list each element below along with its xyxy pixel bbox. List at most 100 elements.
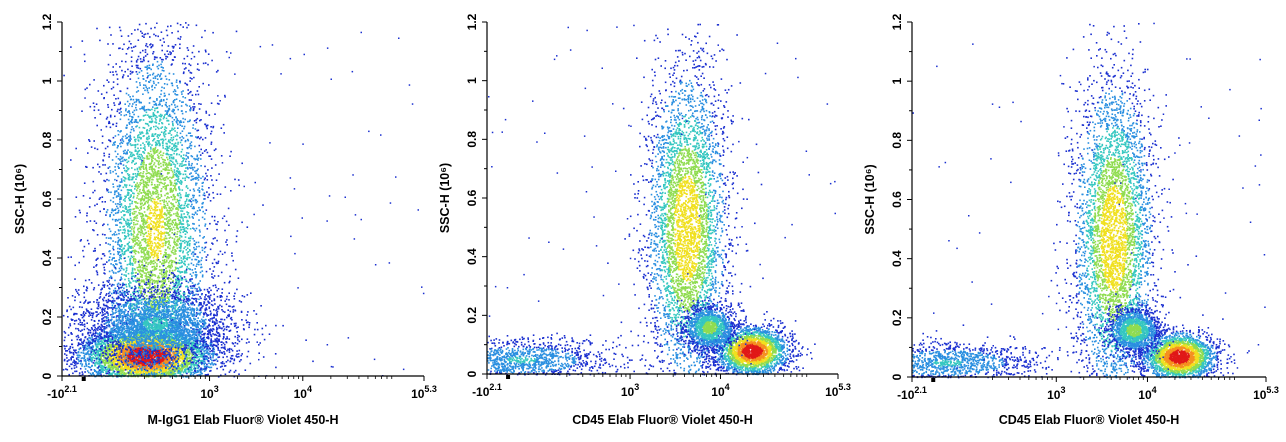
event-dot	[175, 298, 178, 301]
event-dot	[77, 342, 80, 344]
event-dot	[118, 354, 120, 356]
event-dot	[163, 213, 166, 216]
event-dot	[137, 207, 139, 210]
event-dot	[81, 365, 83, 367]
event-dot	[190, 369, 193, 371]
event-dot	[117, 355, 119, 357]
event-dot	[151, 362, 154, 365]
event-dot	[87, 371, 90, 374]
event-dot	[174, 340, 177, 343]
event-dot	[119, 341, 122, 343]
event-dot	[155, 323, 158, 326]
event-dot	[74, 351, 77, 354]
event-dot	[209, 342, 212, 344]
event-dot	[118, 372, 121, 374]
event-dot	[142, 369, 145, 372]
event-dot	[108, 345, 111, 347]
event-dot	[139, 349, 142, 352]
event-dot	[164, 353, 166, 356]
event-dot	[200, 359, 203, 362]
event-dot	[151, 356, 153, 359]
event-dot	[199, 348, 201, 351]
event-dot	[180, 346, 183, 348]
event-dot	[85, 349, 87, 351]
event-dot	[73, 364, 75, 367]
event-dot	[103, 339, 105, 341]
event-dot	[221, 352, 224, 354]
event-dot	[109, 339, 112, 342]
event-dot	[97, 362, 99, 365]
event-dot	[180, 365, 183, 368]
event-dot	[107, 81, 110, 83]
event-dot	[196, 365, 198, 367]
event-dot	[136, 367, 139, 370]
event-dot	[108, 358, 110, 360]
event-dot	[148, 347, 151, 350]
event-dot	[228, 305, 230, 307]
event-dot	[231, 354, 234, 357]
event-dot	[64, 353, 66, 355]
event-dot	[86, 370, 89, 372]
event-dot	[198, 358, 201, 360]
event-dot	[201, 348, 203, 351]
event-dot	[90, 347, 92, 350]
event-dot	[169, 359, 171, 361]
event-dot	[177, 295, 179, 297]
event-dot	[89, 341, 91, 343]
event-dot	[131, 368, 133, 371]
event-dot	[145, 366, 147, 368]
event-dot	[139, 364, 142, 366]
event-dot	[106, 351, 109, 354]
event-dot	[160, 173, 162, 176]
event-dot	[168, 350, 170, 353]
event-dot	[171, 310, 173, 312]
event-dot	[169, 350, 172, 352]
event-dot	[116, 367, 119, 369]
event-dot	[129, 368, 131, 370]
event-dot	[140, 370, 142, 373]
event-dot	[118, 357, 120, 359]
event-dot	[91, 336, 93, 338]
event-dot	[88, 342, 91, 344]
event-dot	[147, 375, 150, 378]
event-dot	[100, 374, 102, 376]
event-dot	[160, 338, 163, 340]
event-dot	[104, 363, 107, 366]
event-dot	[179, 358, 181, 360]
event-dot	[179, 354, 181, 357]
event-dot	[63, 345, 65, 347]
event-dot	[162, 37, 165, 40]
event-dot	[198, 369, 201, 371]
event-dot	[108, 337, 111, 340]
event-dot	[96, 363, 98, 365]
event-dot	[190, 72, 193, 74]
event-dot	[107, 366, 110, 369]
event-dot	[65, 354, 68, 357]
event-dot	[161, 358, 164, 361]
event-dot	[188, 350, 190, 352]
event-dot	[130, 245, 133, 248]
event-dot	[152, 51, 155, 53]
event-dot	[130, 331, 133, 333]
event-dot	[72, 351, 74, 354]
event-dot	[200, 353, 202, 356]
event-dot	[196, 359, 199, 362]
event-dot	[190, 343, 193, 345]
event-dot	[178, 187, 180, 189]
event-dot	[158, 374, 160, 377]
event-dot	[230, 348, 233, 351]
event-dot	[109, 364, 111, 366]
event-dot	[160, 245, 162, 248]
event-dot	[169, 328, 172, 331]
event-dot	[203, 363, 206, 366]
event-dot	[113, 365, 116, 367]
event-dot	[184, 364, 186, 367]
event-dot	[207, 326, 209, 329]
event-dot	[105, 370, 107, 373]
event-dot	[140, 359, 143, 361]
event-dot	[114, 360, 116, 363]
event-dot	[134, 342, 136, 344]
event-dot	[105, 346, 108, 348]
event-dot	[199, 234, 201, 237]
event-dot	[141, 359, 144, 362]
